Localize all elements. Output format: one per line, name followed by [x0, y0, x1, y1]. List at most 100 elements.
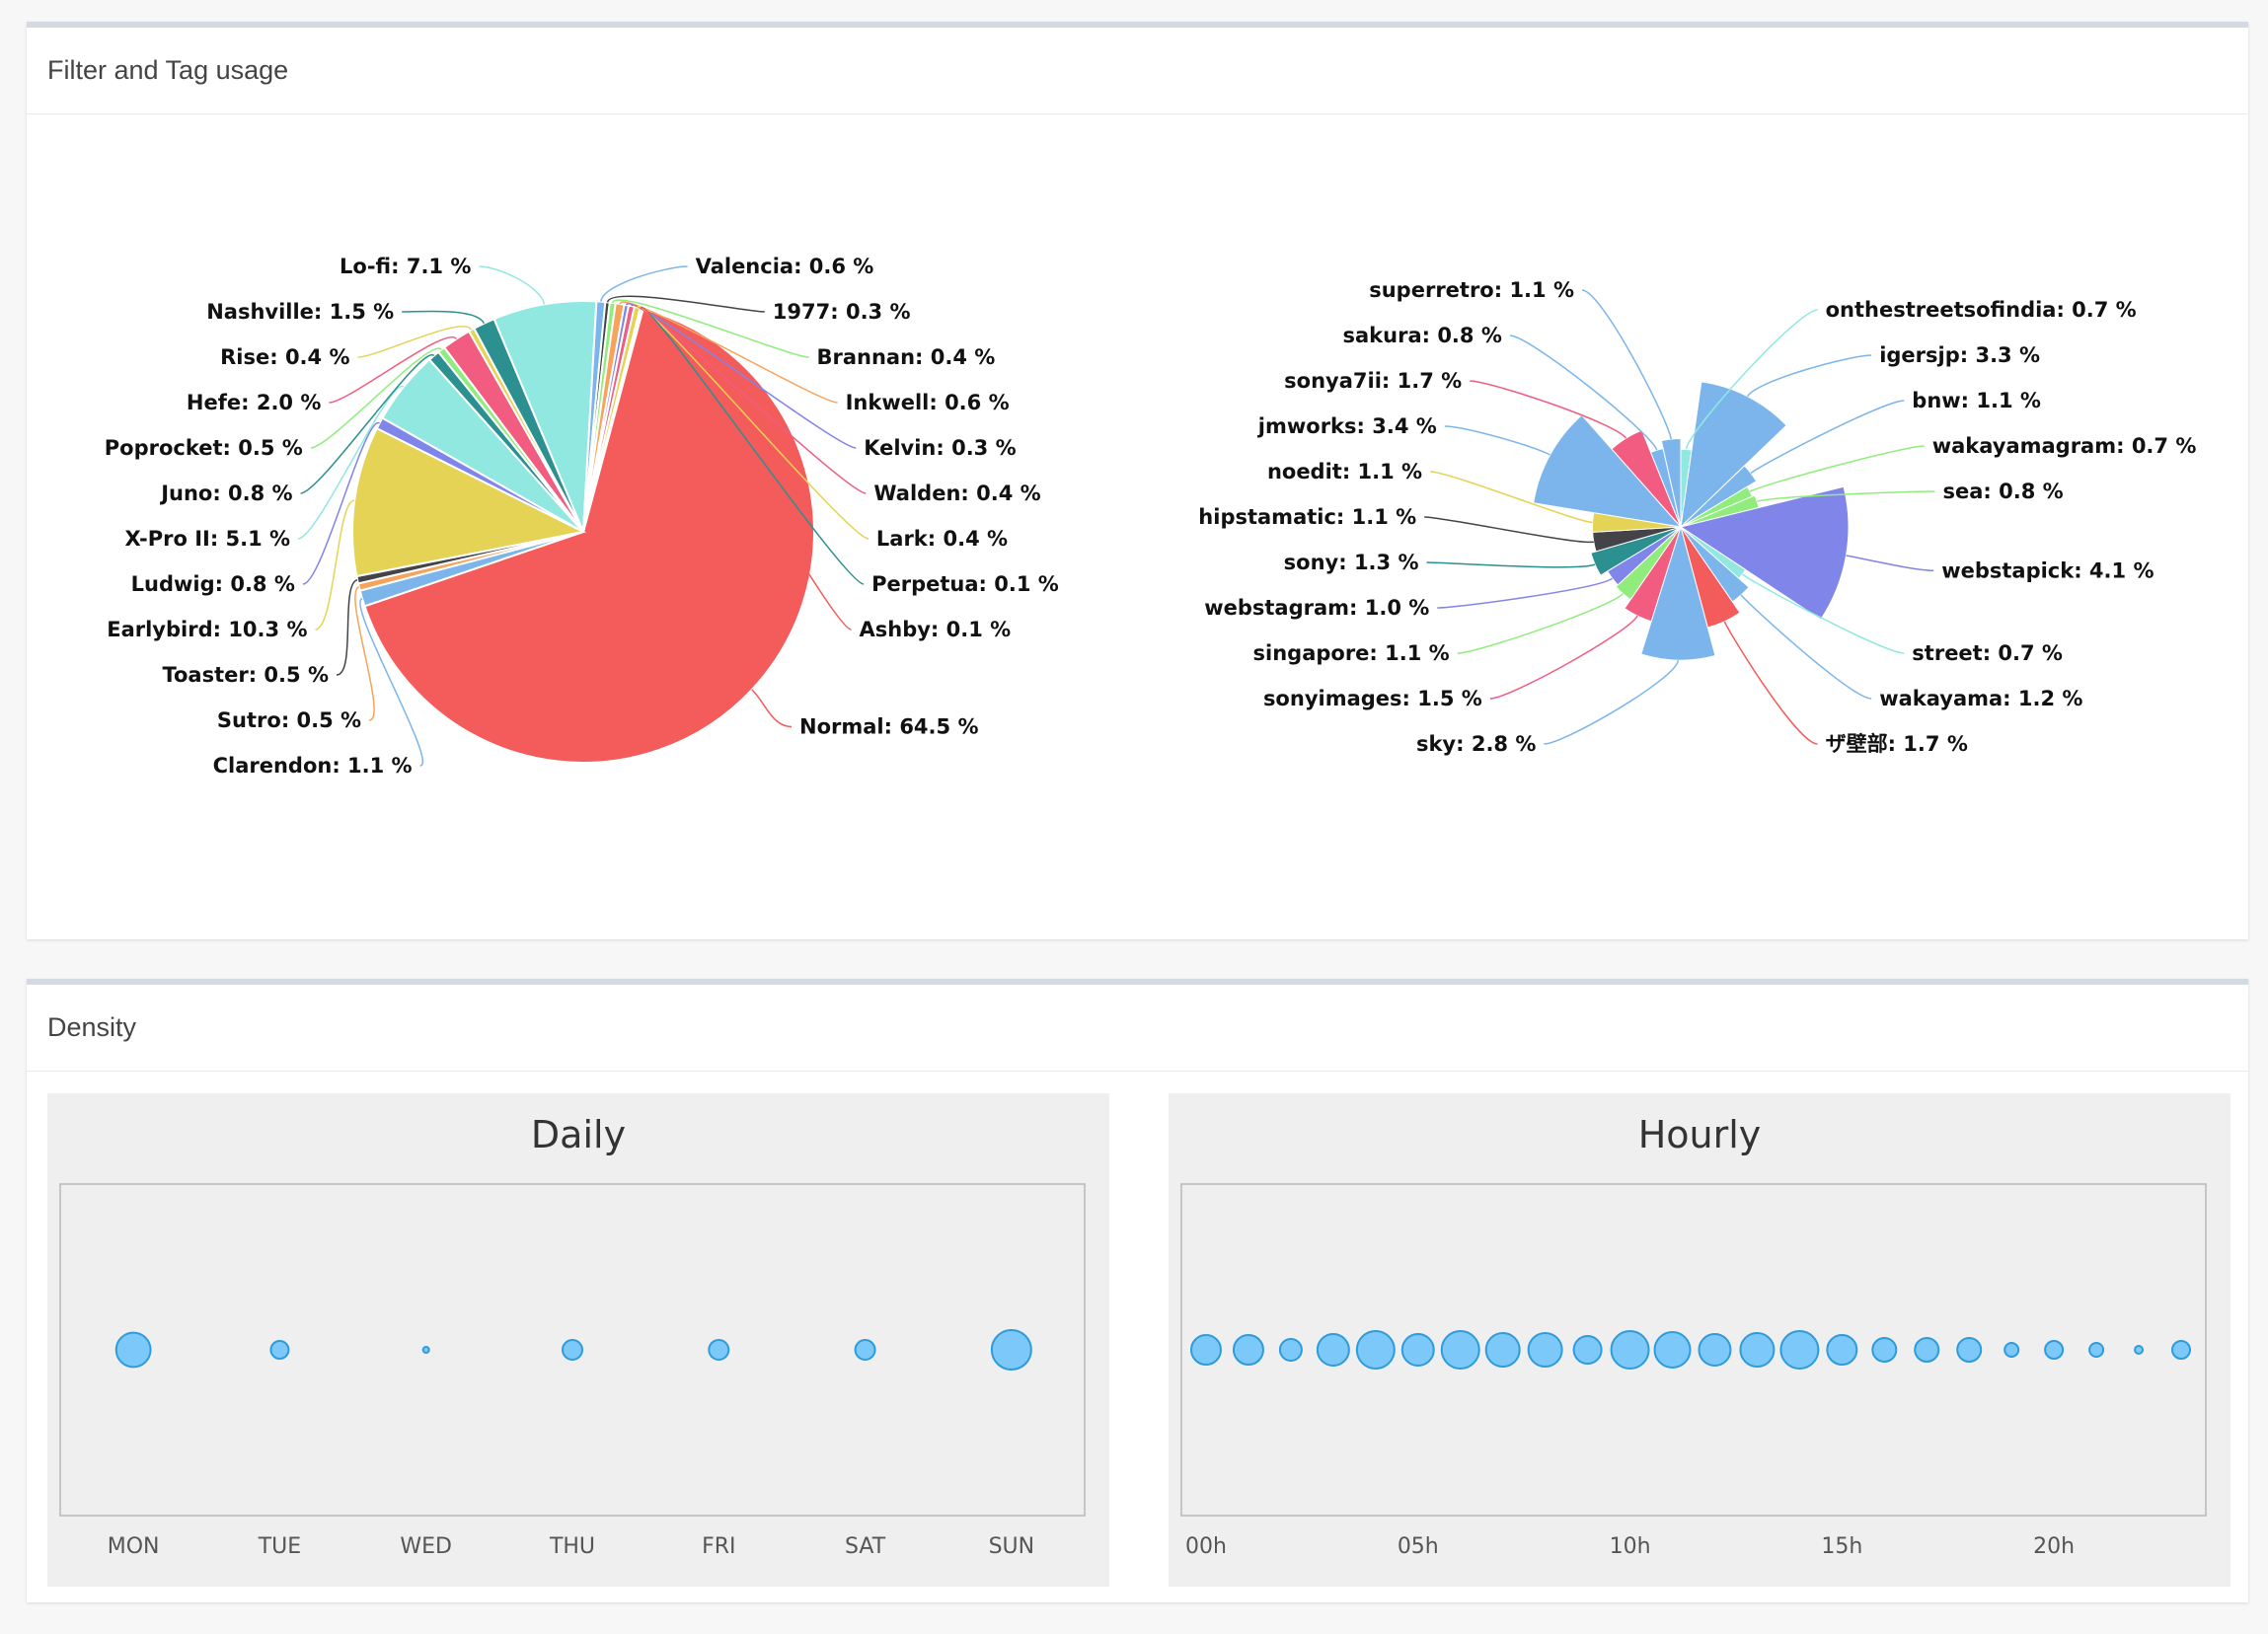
connector-sonyimages [1489, 615, 1638, 700]
bubble-10[interactable] [1610, 1330, 1650, 1370]
bubble-0[interactable] [114, 1331, 152, 1369]
bubble-7[interactable] [1484, 1332, 1521, 1368]
x-tick-label-15h: 15h [1821, 1534, 1862, 1559]
pie-slice-jmworks[interactable] [1533, 414, 1683, 528]
pie-label-lark: Lark: 0.4 % [876, 527, 1008, 551]
pie-slice-sony[interactable] [1590, 526, 1682, 576]
x-tick-label-mon: MON [108, 1534, 160, 1559]
connector-sutro [354, 586, 375, 721]
bubble-6[interactable] [990, 1329, 1032, 1371]
connector-igersjp [1747, 354, 1872, 398]
x-tick-label-fri: FRI [702, 1534, 735, 1559]
connector-superretro [1581, 289, 1672, 440]
connector-ludwig [302, 422, 381, 585]
connector-ashby [642, 307, 852, 631]
bubble-8[interactable] [1527, 1332, 1563, 1368]
bubble-15[interactable] [1826, 1334, 1858, 1366]
bubble-5[interactable] [854, 1339, 876, 1361]
bubble-22[interactable] [2134, 1345, 2145, 1355]
bubble-4[interactable] [1355, 1330, 1396, 1370]
pie-label-lo-fi: Lo-fi: 7.1 % [340, 255, 471, 278]
pie-label-sea: sea: 0.8 % [1943, 480, 2064, 503]
density-panel: Density MON TUE WED THU FRI SAT SUN Daily 00h 0… [27, 979, 2248, 1602]
bubble-16[interactable] [1871, 1337, 1898, 1363]
connector-toaster [336, 578, 358, 676]
pie-slice-sonya7ii[interactable] [1611, 429, 1682, 528]
connector-sony [1426, 561, 1596, 568]
bubble-18[interactable] [1956, 1337, 1983, 1363]
connector-noedit [1430, 471, 1593, 524]
filter-tag-panel: Filter and Tag usage Normal: 64.5 % Clare… [27, 22, 2248, 939]
pie-label-onthestreetsofindia: onthestreetsofindia: 0.7 % [1826, 298, 2137, 322]
pie-label-sky: sky: 2.8 % [1416, 732, 1536, 756]
bubble-3[interactable] [1316, 1333, 1350, 1367]
pie-slice-sky[interactable] [1640, 525, 1716, 661]
bubble-3[interactable] [562, 1339, 583, 1361]
connector-rise [357, 326, 473, 358]
pie-label-noedit: noedit: 1.1 % [1267, 460, 1422, 483]
pie-label-jmworks: jmworks: 3.4 % [1257, 414, 1437, 438]
pie-label-webstagram: webstagram: 1.0 % [1204, 596, 1429, 620]
x-tick-label-20h: 20h [2033, 1534, 2075, 1559]
x-tick-label-wed: WED [400, 1534, 452, 1559]
connector-wakayamagram [1749, 445, 1925, 492]
density-panel-title: Density [27, 985, 2248, 1072]
bubble-17[interactable] [1914, 1337, 1940, 1363]
filter-usage-pie-chart: Normal: 64.5 % Clarendon: 1.1 % Sutro: 0.5… [105, 255, 1059, 778]
connector-hipstamatic [1424, 516, 1594, 544]
hourly-density-chart: 00h 05h 10h 15h 20h Hourly [1169, 1093, 2230, 1587]
pie-label-earlybird: Earlybird: 10.3 % [107, 618, 307, 641]
bubble-9[interactable] [1572, 1335, 1603, 1365]
pie-slice-webstapick[interactable] [1679, 485, 1850, 621]
pie-label-hefe: Hefe: 2.0 % [187, 391, 321, 414]
bubble-6[interactable] [1440, 1330, 1480, 1370]
connector-jmworks [1444, 425, 1550, 456]
connector-valencia [600, 265, 688, 302]
bubble-20[interactable] [2044, 1340, 2065, 1360]
pie-label-rise: Rise: 0.4 % [220, 345, 349, 369]
pie-label-webstapick: webstapick: 4.1 % [1941, 558, 2154, 582]
bubble-23[interactable] [2171, 1340, 2191, 1360]
pie-slice-superretro[interactable] [1660, 437, 1682, 528]
pie-label-inkwell: Inkwell: 0.6 % [846, 391, 1010, 414]
bubble-1[interactable] [1232, 1334, 1264, 1366]
x-tick-label-10h: 10h [1610, 1534, 1651, 1559]
connector-bnw [1750, 400, 1905, 475]
pie-label-normal: Normal: 64.5 % [799, 715, 978, 739]
pie-label-hipstamatic: hipstamatic: 1.1 % [1198, 505, 1416, 529]
bubble-0[interactable] [1190, 1334, 1222, 1366]
pie-label-sonyimages: sonyimages: 1.5 % [1263, 687, 1482, 710]
pie-slice-singapore[interactable] [1615, 526, 1682, 601]
bubble-2[interactable] [421, 1346, 430, 1354]
bubble-21[interactable] [2088, 1342, 2105, 1358]
pie-slice-lo-fi[interactable] [492, 300, 598, 533]
connector-normal [751, 689, 793, 728]
bubble-14[interactable] [1779, 1330, 1820, 1370]
pie-label-bnw: bnw: 1.1 % [1912, 389, 2041, 412]
connector-sakura [1509, 334, 1658, 451]
connector-brannan [612, 299, 809, 358]
x-tick-label-sun: SUN [989, 1534, 1035, 1559]
bubble-4[interactable] [708, 1339, 730, 1361]
pie-label-walden: Walden: 0.4 % [873, 482, 1040, 505]
bubble-12[interactable] [1698, 1333, 1732, 1367]
connector-sea [1757, 490, 1935, 502]
bubble-2[interactable] [1278, 1338, 1303, 1362]
pie-label-toaster: Toaster: 0.5 % [162, 663, 329, 687]
bubble-1[interactable] [269, 1340, 290, 1360]
bubble-13[interactable] [1739, 1332, 1776, 1368]
plot-area [1180, 1183, 2207, 1517]
pie-slice-earlybird[interactable] [351, 426, 587, 578]
connector-street [1742, 573, 1905, 654]
filter-tag-panel-title: Filter and Tag usage [27, 28, 2248, 114]
connector-clarendon [359, 597, 423, 767]
connector-sonya7ii [1470, 380, 1627, 439]
pie-label-sonya7ii: sonya7ii: 1.7 % [1284, 369, 1462, 393]
pie-label-valencia: Valencia: 0.6 % [696, 255, 874, 278]
connector-x-pro-ii [297, 386, 405, 540]
connector-juno [300, 354, 435, 494]
bubble-11[interactable] [1653, 1331, 1692, 1369]
bubble-19[interactable] [2003, 1342, 2020, 1358]
bubble-5[interactable] [1400, 1333, 1435, 1367]
pie-label-poprocket: Poprocket: 0.5 % [105, 436, 303, 460]
